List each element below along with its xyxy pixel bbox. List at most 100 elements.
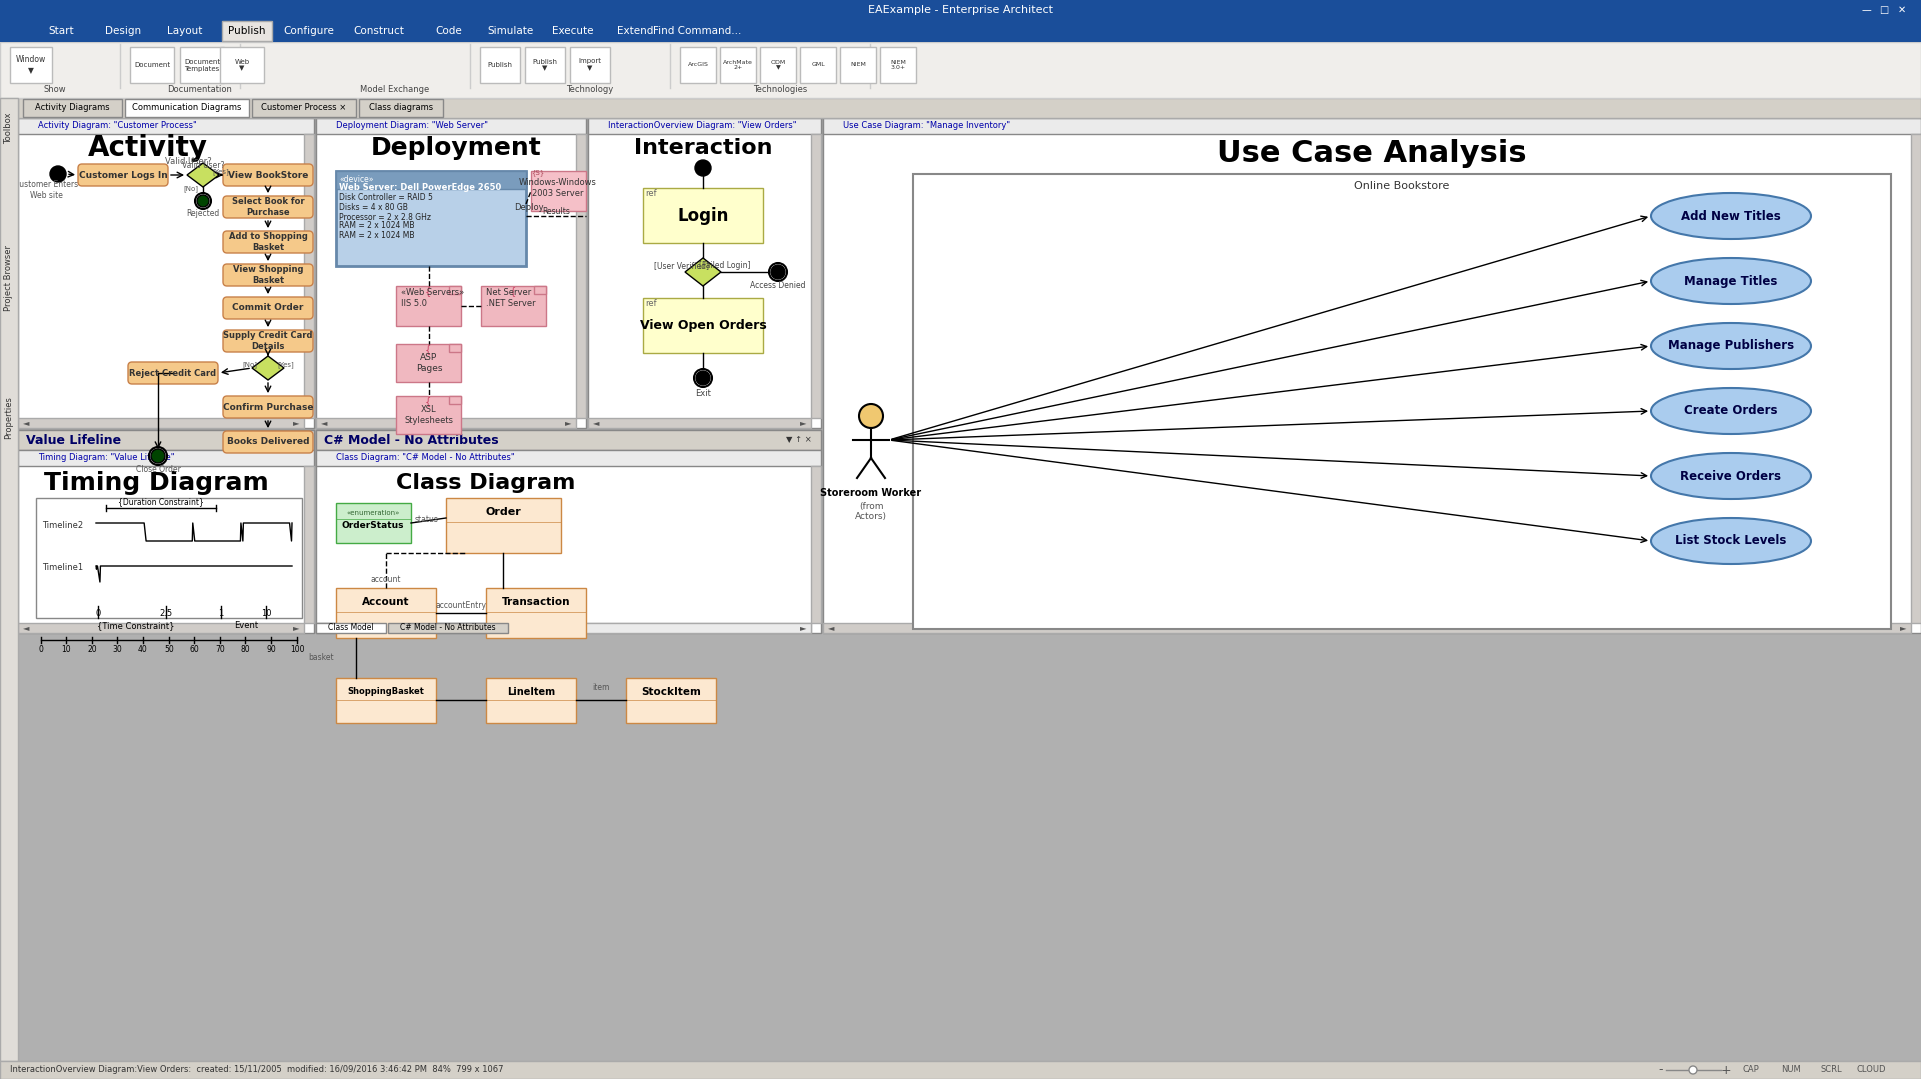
Text: ▼ ↑ ×: ▼ ↑ × — [786, 436, 813, 445]
Text: ▼ ↑ ×: ▼ ↑ × — [551, 104, 576, 112]
Bar — [486, 588, 586, 638]
Bar — [644, 188, 763, 243]
Bar — [315, 418, 576, 428]
Bar — [17, 623, 304, 633]
Text: Order: Order — [486, 507, 521, 517]
Text: 40: 40 — [138, 645, 148, 655]
Text: basket: basket — [309, 654, 334, 663]
Text: ►: ► — [1900, 624, 1906, 632]
Bar — [480, 47, 521, 83]
Bar — [839, 47, 876, 83]
Text: [No]: [No] — [184, 186, 198, 192]
Ellipse shape — [1650, 388, 1812, 434]
Text: {: { — [425, 344, 430, 354]
Text: Access Denied: Access Denied — [751, 282, 805, 290]
FancyBboxPatch shape — [223, 164, 313, 186]
Text: Processor = 2 x 2.8 GHz: Processor = 2 x 2.8 GHz — [338, 213, 430, 221]
Text: 0: 0 — [38, 645, 44, 655]
Text: {: { — [425, 286, 430, 296]
Text: [User Verified]: [User Verified] — [653, 261, 709, 271]
Bar — [315, 98, 586, 118]
FancyBboxPatch shape — [223, 264, 313, 286]
Text: View Shopping
Basket: View Shopping Basket — [232, 265, 304, 285]
Text: «enumeration»: «enumeration» — [346, 510, 400, 516]
Text: ref: ref — [645, 190, 657, 199]
Text: 10: 10 — [261, 609, 271, 617]
Text: ▼ ↑ ×: ▼ ↑ × — [786, 104, 813, 112]
Text: Manage Titles: Manage Titles — [1685, 274, 1777, 287]
Text: Document: Document — [134, 62, 171, 68]
Text: Find Command...: Find Command... — [653, 26, 742, 36]
Bar — [221, 47, 263, 83]
Bar — [446, 498, 561, 554]
Text: List Stock Levels: List Stock Levels — [1675, 534, 1787, 547]
Text: ◄: ◄ — [321, 624, 327, 632]
Text: Manage Inventory: Manage Inventory — [832, 101, 959, 114]
Text: Model Exchange: Model Exchange — [361, 85, 430, 95]
Text: View Open Orders: View Open Orders — [640, 319, 766, 332]
Bar — [17, 98, 313, 118]
Bar — [17, 98, 1921, 118]
Circle shape — [695, 160, 711, 176]
Bar — [799, 47, 836, 83]
Bar — [811, 466, 820, 623]
Text: 80: 80 — [240, 645, 250, 655]
Bar — [304, 134, 313, 418]
Text: Deployment: Deployment — [371, 136, 542, 160]
Bar — [644, 298, 763, 353]
Bar — [388, 623, 507, 633]
Text: Activity: Activity — [88, 134, 207, 162]
Bar — [396, 396, 461, 434]
Bar — [17, 98, 313, 428]
FancyBboxPatch shape — [223, 196, 313, 218]
Text: RAM = 2 x 1024 MB: RAM = 2 x 1024 MB — [338, 232, 415, 241]
Text: Deployment Diagram: "Web Server": Deployment Diagram: "Web Server" — [336, 122, 488, 131]
Bar — [822, 118, 1921, 134]
Bar — [0, 42, 1921, 98]
Bar — [576, 134, 586, 418]
Text: {S}: {S} — [530, 169, 544, 176]
Text: Valid User?: Valid User? — [182, 162, 225, 170]
Text: {: { — [509, 286, 517, 296]
Bar — [336, 678, 436, 723]
Text: Design: Design — [106, 26, 140, 36]
Text: RAM = 2 x 1024 MB: RAM = 2 x 1024 MB — [338, 221, 415, 231]
Text: C# Model - No Attributes: C# Model - No Attributes — [325, 434, 499, 447]
Text: Event: Event — [234, 622, 257, 630]
Bar — [336, 170, 526, 267]
Text: Extend: Extend — [617, 26, 653, 36]
Bar — [17, 431, 313, 633]
Text: Activity Diagrams: Activity Diagrams — [35, 104, 109, 112]
Text: 60: 60 — [188, 645, 200, 655]
Text: Code: Code — [436, 26, 463, 36]
Text: EAExample - Enterprise Architect: EAExample - Enterprise Architect — [868, 5, 1053, 15]
Bar — [761, 47, 795, 83]
Bar — [336, 588, 436, 638]
Ellipse shape — [1650, 258, 1812, 304]
Text: Disks = 4 x 80 GB: Disks = 4 x 80 GB — [338, 204, 407, 213]
Text: ►: ► — [799, 624, 807, 632]
Text: Add New Titles: Add New Titles — [1681, 209, 1781, 222]
Bar — [359, 99, 444, 117]
Bar — [396, 344, 461, 382]
Text: Project Browser: Project Browser — [4, 245, 13, 311]
Circle shape — [152, 449, 165, 463]
Bar — [0, 21, 1921, 42]
Text: 10: 10 — [61, 645, 71, 655]
Polygon shape — [252, 356, 284, 380]
Text: 1: 1 — [219, 609, 223, 617]
Text: Rejected: Rejected — [186, 208, 219, 218]
Text: Document
Templates: Document Templates — [184, 58, 221, 71]
FancyBboxPatch shape — [223, 431, 313, 453]
Text: ►: ► — [565, 419, 571, 427]
Text: ◄: ◄ — [594, 419, 599, 427]
Text: Login: Login — [678, 207, 728, 226]
Text: +: + — [1721, 1064, 1731, 1077]
Text: Confirm Purchase: Confirm Purchase — [223, 402, 313, 411]
Bar — [131, 47, 175, 83]
Text: Configure: Configure — [284, 26, 334, 36]
Bar — [125, 99, 250, 117]
Text: ◄: ◄ — [321, 419, 327, 427]
Text: Windows-Windows
2003 Server: Windows-Windows 2003 Server — [519, 178, 597, 197]
Bar — [315, 431, 820, 450]
